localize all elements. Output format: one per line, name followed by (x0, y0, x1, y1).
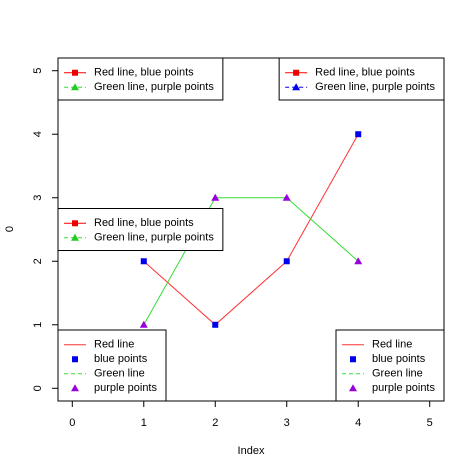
y-tick-label: 4 (32, 131, 44, 137)
legend-label: Green line, purple points (94, 232, 214, 244)
x-tick-label: 5 (427, 417, 433, 429)
point-marker (354, 257, 363, 265)
legend: Red line, blue points Green line, purple … (57, 57, 224, 101)
y-tick-label: 5 (32, 68, 44, 74)
y-tick-label: 2 (32, 258, 44, 264)
legend-label: Green line (94, 368, 145, 380)
y-axis-label: 0 (4, 226, 16, 232)
legend-box (57, 57, 224, 101)
legend-label: Red line, blue points (94, 67, 194, 79)
x-tick-label: 4 (355, 417, 361, 429)
point-marker (211, 193, 220, 201)
legend-box (57, 208, 224, 251)
legend: Red line, blue points Green line, purple … (278, 57, 445, 101)
legend-label: Green line (372, 368, 423, 380)
point-marker (140, 258, 147, 265)
legend-marker (71, 83, 79, 91)
point-marker (212, 321, 219, 328)
x-tick-label: 2 (212, 417, 218, 429)
legend-marker (71, 233, 79, 241)
series-line (143, 197, 359, 326)
point-marker (139, 320, 148, 328)
point-marker (282, 193, 291, 201)
legend-label: purple points (94, 382, 157, 394)
y-tick-label: 1 (32, 322, 44, 328)
legend-label: Red line (94, 339, 134, 351)
legend: Red line blue points Green line purple poin… (335, 329, 445, 402)
legend-marker (72, 356, 78, 363)
legend-marker (71, 384, 79, 392)
point-marker (355, 131, 362, 138)
x-axis-label: Index (238, 445, 265, 457)
legend-label: Red line, blue points (315, 67, 415, 79)
legend-marker (293, 69, 300, 76)
legend-marker (292, 83, 301, 91)
legend-label: blue points (372, 353, 426, 365)
x-tick-label: 0 (69, 417, 75, 429)
legend: Red line blue points Green line purple poin… (57, 329, 167, 402)
legend-label: blue points (94, 353, 148, 365)
legend-box (278, 57, 445, 101)
legend-label: purple points (372, 382, 435, 394)
legend: Red line, blue points Green line, purple … (57, 208, 224, 251)
legend-label: Red line (372, 339, 412, 351)
legend-label: Red line, blue points (94, 217, 194, 229)
x-tick-label: 3 (284, 417, 290, 429)
y-tick-label: 0 (32, 385, 44, 391)
legend-marker (350, 356, 356, 363)
legend-marker (349, 384, 357, 392)
legend-marker (72, 220, 78, 227)
legend-label: Green line, purple points (315, 81, 435, 93)
y-tick-label: 3 (32, 195, 44, 201)
legend-label: Green line, purple points (94, 81, 214, 93)
series-line (143, 133, 359, 326)
legend-marker (72, 69, 78, 76)
point-marker (283, 258, 290, 265)
x-tick-label: 1 (141, 417, 147, 429)
